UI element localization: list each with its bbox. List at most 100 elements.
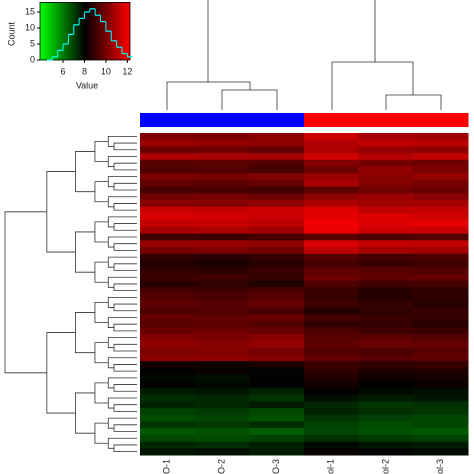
heatmap-cell (194, 340, 250, 349)
heatmap-cell (304, 327, 360, 335)
heatmap-cell (358, 173, 414, 181)
heatmap-cell (194, 448, 250, 456)
key-y-tick-label: 5 (30, 38, 35, 48)
dendrogram-branch (75, 231, 95, 273)
heatmap-cell (249, 374, 305, 382)
heatmap-cell (249, 240, 305, 248)
heatmap-cell (413, 206, 469, 214)
key-x-tick-label: 12 (122, 66, 132, 76)
heatmap-cell (358, 226, 414, 235)
heatmap-cell (413, 273, 469, 282)
column-label: Control-1 (326, 459, 336, 474)
heatmap-cell (413, 421, 469, 429)
heatmap-cell (194, 200, 250, 208)
heatmap-cell (358, 394, 414, 402)
heatmap-cell (140, 421, 196, 429)
heatmap-cell (304, 387, 360, 396)
heatmap-cell (140, 394, 196, 402)
heatmap-cell (194, 267, 250, 275)
heatmap-cell (358, 381, 414, 389)
heatmap-cell (413, 367, 469, 375)
heatmap-cell (304, 267, 360, 275)
heatmap-cell (413, 314, 469, 322)
heatmap-cell (304, 186, 360, 194)
heatmap-cell (140, 233, 196, 241)
heatmap-cell (249, 220, 305, 228)
heatmap-cell (140, 340, 196, 349)
dendrogram-branch (107, 317, 137, 328)
heatmap-cell (194, 220, 250, 228)
heatmap-cell (413, 354, 469, 362)
heatmap-cell (413, 408, 469, 416)
heatmap-cell (140, 200, 196, 208)
heatmap-cell (358, 300, 414, 308)
heatmap-cell (194, 193, 250, 201)
key-x-tick-label: 10 (101, 66, 111, 76)
heatmap-cell (358, 414, 414, 422)
dendrogram-branch (107, 296, 137, 308)
heatmap-cell (249, 314, 305, 322)
dendrogram-branch (107, 236, 137, 248)
heatmap-cell (194, 240, 250, 248)
dendrogram-branch (113, 343, 137, 352)
heatmap-cell (140, 193, 196, 201)
heatmap-cell (413, 213, 469, 221)
heatmap-cell (413, 267, 469, 275)
heatmap-cell (140, 387, 196, 396)
key-background (39, 2, 131, 61)
heatmap-cell (358, 361, 414, 369)
heatmap-cell (358, 253, 414, 261)
heatmap-cell (304, 314, 360, 322)
heatmap-cell (194, 374, 250, 382)
heatmap-cell (140, 153, 196, 161)
column-group-bar (140, 113, 196, 127)
heatmap-cell (194, 434, 250, 443)
heatmap-cell (249, 414, 305, 422)
heatmap-cell (358, 159, 414, 168)
heatmap-cell (140, 247, 196, 255)
heatmap-cell (358, 347, 414, 355)
heatmap-cell (413, 307, 469, 315)
heatmap-cell (413, 240, 469, 248)
heatmap-cell (140, 448, 196, 456)
column-group-bar (358, 113, 414, 127)
heatmap-cell (304, 253, 360, 261)
heatmap-cell (304, 421, 360, 429)
heatmap-cell (249, 367, 305, 375)
heatmap-cell (304, 340, 360, 349)
heatmap-cell (304, 260, 360, 268)
heatmap-cell (249, 347, 305, 355)
heatmap-cell (140, 307, 196, 315)
heatmap-cell (358, 448, 414, 456)
heatmap-cell (358, 240, 414, 248)
column-label: Control-3 (435, 459, 445, 474)
heatmap-cell (140, 428, 196, 436)
heatmap-cell (358, 133, 414, 141)
heatmap-cell (249, 307, 305, 315)
heatmap-cell (249, 186, 305, 194)
heatmap-cell (358, 200, 414, 208)
heatmap-cell (358, 334, 414, 342)
heatmap-cell (194, 421, 250, 429)
heatmap-cell (304, 414, 360, 422)
column-group-bar (194, 113, 250, 127)
heatmap-cell (140, 280, 196, 288)
heatmap-cell (249, 428, 305, 436)
heatmap-cell (358, 233, 414, 241)
heatmap-cell (194, 206, 250, 214)
heatmap-cell (249, 287, 305, 295)
dendrogram-branch (94, 221, 109, 243)
heatmap-cell (249, 213, 305, 221)
heatmap-cell (140, 327, 196, 335)
heatmap-cell (194, 153, 250, 161)
key-y-tick-label: 0 (30, 54, 35, 64)
heatmap-cell (413, 361, 469, 369)
column-group-bar (413, 113, 469, 127)
dendrogram-branch (107, 377, 137, 389)
heatmap-cell (358, 340, 414, 349)
heatmap-cell (358, 247, 414, 255)
heatmap-cell (194, 280, 250, 288)
heatmap-cell (249, 233, 305, 241)
heatmap-cell (304, 206, 360, 214)
heatmap-cell (413, 200, 469, 208)
